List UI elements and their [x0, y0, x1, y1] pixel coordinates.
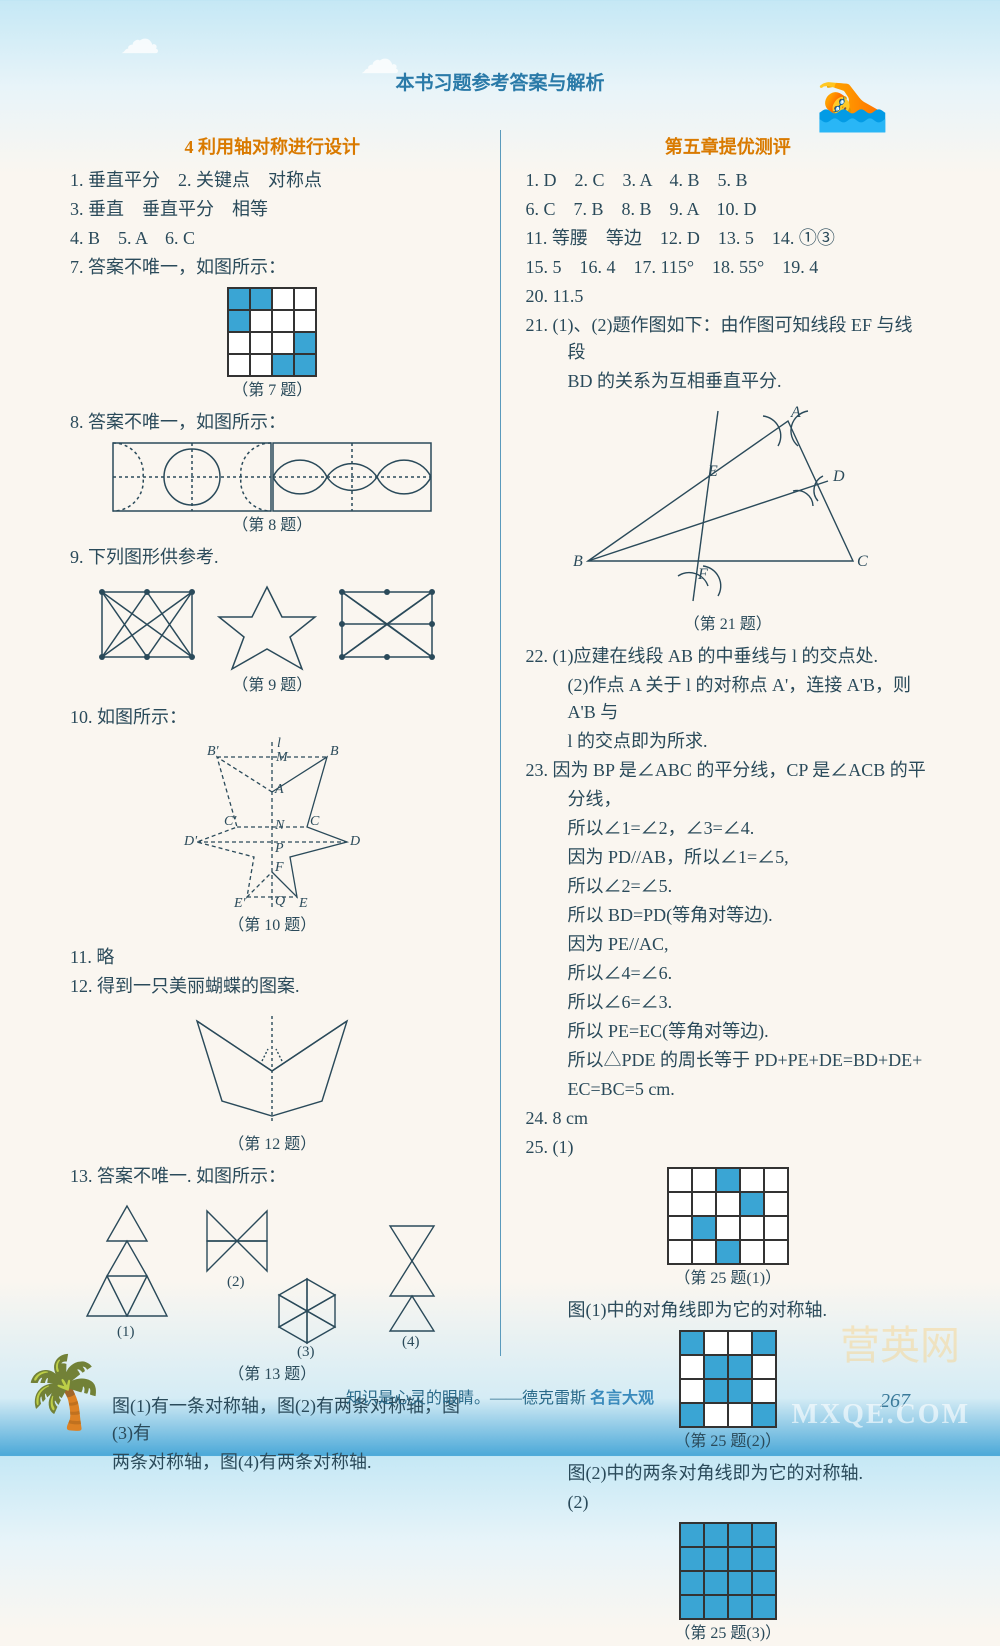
answer-line: 11. 等腰 等边 12. D 13. 5 14. ①③ [526, 225, 931, 252]
svg-text:E': E' [233, 896, 247, 911]
palm-icon: 🌴 [20, 1341, 107, 1446]
answer-line: 所以∠4=∠6. [526, 960, 931, 987]
answer-line: 所以△PDE 的周长等于 PD+PE+DE=BD+DE+ [526, 1047, 931, 1074]
answer-line: 图(2)中的两条对角线即为它的对称轴. [526, 1460, 931, 1487]
answer-line: (2)作点 A 关于 l 的对称点 A'，连接 A'B，则 A'B 与 [526, 672, 931, 726]
svg-text:F: F [274, 860, 284, 875]
answer-line: 8. 答案不唯一，如图所示： [70, 409, 475, 436]
svg-text:C: C [857, 553, 868, 570]
figure-12: （第 12 题） [70, 1006, 475, 1157]
svg-text:E: E [298, 896, 308, 911]
answer-line: 21. (1)、(2)题作图如下：由作图可知线段 EF 与线段 [526, 312, 931, 366]
footer-quote: 知识是心灵的眼睛。——德克雷斯 [346, 1390, 586, 1407]
answer-line: 1. D 2. C 3. A 4. B 5. B [526, 167, 931, 194]
answer-line: 所以∠6=∠3. [526, 989, 931, 1016]
svg-text:C': C' [224, 814, 237, 829]
answer-line: 4. B 5. A 6. C [70, 225, 475, 252]
answer-line: 25. (1) [526, 1134, 931, 1161]
watermark-url: MXQE.COM [791, 1394, 970, 1436]
svg-text:(2): (2) [227, 1274, 245, 1290]
svg-text:D: D [832, 468, 845, 485]
answer-line: 20. 11.5 [526, 283, 931, 310]
svg-text:Q: Q [275, 894, 285, 909]
answer-line: 6. C 7. B 8. B 9. A 10. D [526, 196, 931, 223]
page-header-title: 本书习题参考答案与解析 [0, 70, 1000, 99]
watermark-cn: 营英网 [840, 1316, 960, 1376]
answer-line: 分线， [526, 786, 931, 813]
svg-text:B': B' [207, 744, 220, 759]
answer-line: 11. 略 [70, 944, 475, 971]
figure-7: （第 7 题） [70, 287, 475, 403]
answer-line: l 的交点即为所求. [526, 728, 931, 755]
svg-text:E: E [707, 463, 718, 480]
figure-8: （第 8 题） [70, 442, 475, 538]
answer-line: 23. 因为 BP 是∠ABC 的平分线，CP 是∠ACB 的平 [526, 757, 931, 784]
answer-line: 22. (1)应建在线段 AB 的中垂线与 l 的交点处. [526, 643, 931, 670]
svg-text:l: l [277, 737, 281, 751]
svg-text:B: B [573, 553, 583, 570]
answer-line: 1. 垂直平分 2. 关键点 对称点 [70, 167, 475, 194]
svg-text:D: D [349, 834, 360, 849]
svg-text:M: M [275, 750, 289, 765]
left-column: 4 利用轴对称进行设计 1. 垂直平分 2. 关键点 对称点 3. 垂直 垂直平… [70, 130, 475, 1356]
answer-line: 因为 PD//AB，所以∠1=∠5, [526, 844, 931, 871]
figure-13: (1) (2) (3) (4) （第 13 题） [70, 1196, 475, 1387]
svg-text:F: F [697, 566, 708, 583]
answer-line: (2) [526, 1489, 931, 1516]
answer-line: 9. 下列图形供参考. [70, 544, 475, 571]
answer-line: 所以 PE=EC(等角对等边). [526, 1018, 931, 1045]
page-content: 4 利用轴对称进行设计 1. 垂直平分 2. 关键点 对称点 3. 垂直 垂直平… [70, 130, 930, 1356]
answer-line: 12. 得到一只美丽蝴蝶的图案. [70, 973, 475, 1000]
svg-text:P: P [274, 841, 284, 856]
fig-caption: （第 10 题） [70, 914, 475, 938]
svg-text:D': D' [183, 834, 198, 849]
fig-caption: （第 7 题） [70, 379, 475, 403]
answer-line: 13. 答案不唯一. 如图所示： [70, 1163, 475, 1190]
svg-text:C: C [310, 814, 320, 829]
column-divider [500, 130, 501, 1356]
answer-line: 7. 答案不唯一，如图所示： [70, 254, 475, 281]
answer-line: 所以∠1=∠2，∠3=∠4. [526, 815, 931, 842]
fig-caption: （第 25 题(3)） [526, 1622, 931, 1646]
answer-line: 所以∠2=∠5. [526, 873, 931, 900]
svg-text:A: A [274, 782, 284, 797]
answer-line: EC=BC=5 cm. [526, 1076, 931, 1103]
fig-caption: （第 21 题） [526, 613, 931, 637]
answer-line: 两条对称轴，图(4)有两条对称轴. [70, 1449, 475, 1476]
fig-caption: （第 13 题） [70, 1363, 475, 1387]
svg-text:(1): (1) [117, 1324, 135, 1340]
figure-25-3: （第 25 题(3)） [526, 1522, 931, 1646]
svg-text:B: B [330, 744, 339, 759]
section-title-left: 4 利用轴对称进行设计 [70, 134, 475, 161]
svg-text:N: N [274, 818, 285, 833]
svg-text:(4): (4) [402, 1334, 420, 1350]
fig-caption: （第 25 题(1)） [526, 1267, 931, 1291]
fig-caption: （第 8 题） [70, 514, 475, 538]
footer-source: 名言大观 [590, 1390, 654, 1407]
figure-10: B' B l M A C' C N D' D P F E' E Q （第 1 [70, 737, 475, 938]
svg-text:A: A [790, 404, 801, 421]
answer-line: 15. 5 16. 4 17. 115° 18. 55° 19. 4 [526, 254, 931, 281]
figure-21: A B C D E F （第 21 题） [526, 401, 931, 637]
svg-text:(3): (3) [297, 1344, 315, 1360]
figure-25-1: （第 25 题(1)） [526, 1167, 931, 1291]
answer-line: BD 的关系为互相垂直平分. [526, 368, 931, 395]
figure-9: （第 9 题） [70, 577, 475, 698]
answer-line: 所以 BD=PD(等角对等边). [526, 902, 931, 929]
right-column: 第五章提优测评 1. D 2. C 3. A 4. B 5. B 6. C 7.… [526, 130, 931, 1356]
answer-line: 3. 垂直 垂直平分 相等 [70, 196, 475, 223]
section-title-right: 第五章提优测评 [526, 134, 931, 161]
fig-caption: （第 12 题） [70, 1133, 475, 1157]
answer-line: 因为 PE//AC, [526, 931, 931, 958]
cloud-deco: ☁ [120, 10, 160, 70]
answer-line: 24. 8 cm [526, 1105, 931, 1132]
answer-line: 10. 如图所示： [70, 704, 475, 731]
fig-caption: （第 9 题） [70, 674, 475, 698]
